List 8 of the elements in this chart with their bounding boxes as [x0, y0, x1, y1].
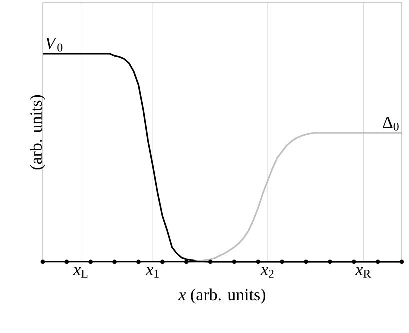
x-axis-title: x (arb. units) — [178, 288, 266, 304]
series-label: V$_{0}$ — [46, 38, 63, 52]
x-tick-label: x$_{L}$ — [73, 268, 88, 278]
series-label: Δ$_{0}$ — [383, 116, 399, 131]
y-axis-title: (arb. units) — [30, 95, 46, 170]
x-tick-label: x$_{2}$ — [260, 268, 274, 278]
x-tick-label: x$_{R}$ — [356, 268, 372, 278]
x-tick-label: x$_{1}$ — [146, 268, 159, 278]
